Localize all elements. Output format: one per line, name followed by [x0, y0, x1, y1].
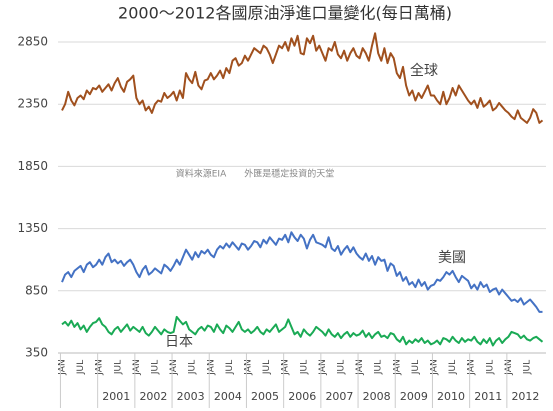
x-tick-label: JUL: [299, 360, 309, 375]
year-label: 2003: [177, 390, 205, 403]
year-label: 2011: [474, 390, 502, 403]
year-label: 2008: [363, 390, 391, 403]
x-tick-label: JAN: [392, 359, 402, 375]
x-tick-label: JUL: [411, 360, 421, 375]
x-tick-label: JAN: [244, 359, 254, 375]
series-line: [61, 315, 544, 347]
x-tick-label: JUL: [76, 360, 86, 375]
x-tick-label: JUL: [523, 360, 533, 375]
year-label: 2006: [288, 390, 316, 403]
x-tick-label: JAN: [281, 359, 291, 375]
y-tick-label: 2350: [17, 97, 48, 111]
series-line: [61, 231, 543, 313]
x-tick-label: JUL: [188, 360, 198, 375]
x-tick-label: JAN: [467, 359, 477, 375]
x-tick-label: JUL: [113, 360, 123, 375]
year-label: 2009: [400, 390, 428, 403]
x-tick-label: JAN: [206, 359, 216, 375]
x-tick-label: JUL: [262, 360, 272, 375]
y-tick-label: 850: [25, 283, 48, 297]
x-tick-label: JAN: [169, 359, 179, 375]
x-tick-label: JAN: [504, 359, 514, 375]
x-tick-label: JAN: [318, 359, 328, 375]
annotation: 全球: [410, 62, 438, 79]
annotation: 美國: [438, 250, 466, 266]
x-tick-label: JAN: [132, 359, 142, 375]
x-tick-label: JUL: [374, 360, 384, 375]
annotation: 日本: [165, 334, 193, 350]
year-label: 2007: [325, 390, 353, 403]
year-label: 2001: [102, 390, 130, 403]
x-tick-label: JUL: [151, 360, 161, 375]
year-label: 2012: [511, 390, 539, 403]
x-tick-label: JUL: [448, 360, 458, 375]
x-tick-label: JAN: [430, 359, 440, 375]
y-tick-label: 2850: [17, 35, 48, 49]
series-line: [61, 32, 544, 124]
y-tick-label: 1350: [17, 221, 48, 235]
year-label: 2010: [437, 390, 465, 403]
x-tick-label: JUL: [225, 360, 235, 375]
y-tick-label: 350: [25, 346, 48, 360]
year-label: 2004: [214, 390, 242, 403]
year-label: 2005: [251, 390, 279, 403]
y-tick-label: 1850: [17, 159, 48, 173]
x-tick-label: JUL: [485, 360, 495, 375]
x-tick-label: JUL: [337, 360, 347, 375]
source-note: 資料來源EIA 外匯是穩定投資的天堂: [176, 168, 335, 180]
x-tick-label: JAN: [355, 359, 365, 375]
year-label: 2002: [139, 390, 167, 403]
chart-title: 2000～2012各國原油淨進口量變化(每日萬桶): [118, 4, 452, 23]
x-tick-label: JAN: [95, 359, 105, 375]
x-tick-label: JAN: [58, 359, 68, 375]
